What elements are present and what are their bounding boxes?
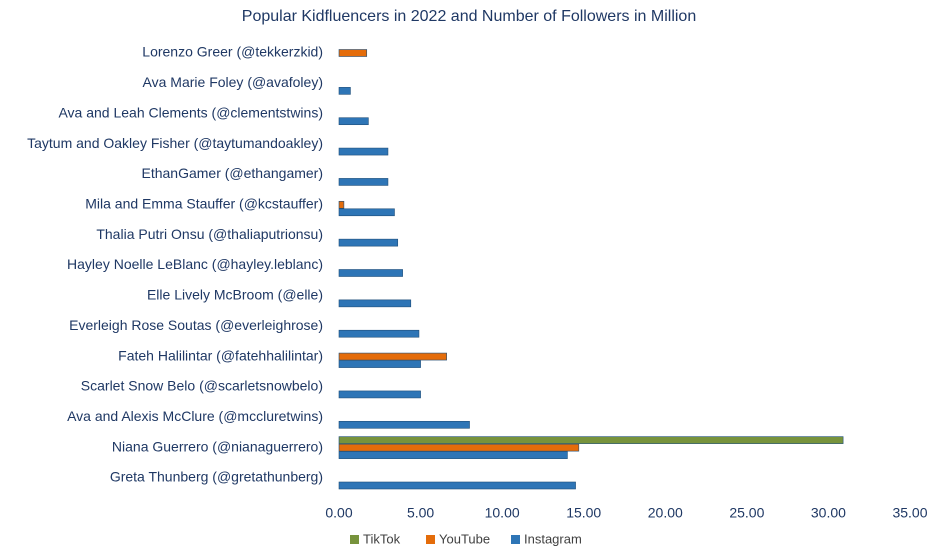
y-tick-label: Scarlet Snow Belo (@scarletsnowbelo) xyxy=(81,378,323,394)
bar xyxy=(338,443,580,452)
y-tick-label: Thalia Putri Onsu (@thaliaputrionsu) xyxy=(96,226,323,242)
x-tick-label: 20.00 xyxy=(648,505,683,521)
y-tick-label: Ava and Alexis McClure (@mccluretwins) xyxy=(67,408,323,424)
x-tick-label: 0.00 xyxy=(325,505,352,521)
chart-title: Popular Kidfluencers in 2022 and Number … xyxy=(242,8,696,25)
bar xyxy=(338,238,399,247)
bar xyxy=(338,178,389,186)
x-tick-label: 30.00 xyxy=(811,505,846,521)
legend-label: YouTube xyxy=(439,531,490,546)
y-tick-label: Ava and Leah Clements (@clementstwins) xyxy=(58,104,323,120)
bar xyxy=(338,390,421,399)
bar xyxy=(338,352,447,361)
y-tick-label: Lorenzo Greer (@tekkerzkid) xyxy=(142,44,323,60)
bar xyxy=(338,147,389,156)
x-tick-label: 15.00 xyxy=(566,505,601,521)
x-tick-label: 10.00 xyxy=(485,505,520,521)
y-tick-label: Elle Lively McBroom (@elle) xyxy=(147,287,323,303)
x-tick-label: 35.00 xyxy=(892,505,927,521)
bar xyxy=(338,329,420,338)
x-tick-label: 25.00 xyxy=(729,505,764,521)
bar xyxy=(338,436,844,444)
y-tick-label: Taytum and Oakley Fisher (@taytumandoakl… xyxy=(27,135,323,151)
bar xyxy=(338,49,368,57)
y-tick-label: EthanGamer (@ethangamer) xyxy=(141,165,323,181)
legend-swatch xyxy=(350,535,359,544)
bar xyxy=(338,299,412,308)
legend-swatch xyxy=(426,535,435,544)
y-tick-label: Greta Thunberg (@gretathunberg) xyxy=(110,469,323,485)
bar xyxy=(338,481,576,490)
x-tick-label: 5.00 xyxy=(407,505,434,521)
bar xyxy=(338,360,421,368)
y-tick-label: Ava Marie Foley (@avafoley) xyxy=(143,74,323,90)
y-tick-label: Fateh Halilintar (@fatehhalilintar) xyxy=(118,347,323,363)
bar xyxy=(338,269,403,277)
y-tick-label: Hayley Noelle LeBlanc (@hayley.leblanc) xyxy=(67,256,323,272)
y-tick-label: Niana Guerrero (@nianaguerrero) xyxy=(112,438,323,454)
bar xyxy=(338,200,345,209)
legend-label: Instagram xyxy=(524,531,582,546)
bar xyxy=(338,117,369,126)
legend-swatch xyxy=(511,535,520,544)
bar xyxy=(338,451,568,459)
bar xyxy=(338,420,470,429)
legend-label: TikTok xyxy=(363,531,401,546)
bar xyxy=(338,87,351,95)
y-tick-label: Everleigh Rose Soutas (@everleighrose) xyxy=(69,317,323,333)
bar xyxy=(338,208,395,217)
y-tick-label: Mila and Emma Stauffer (@kcstauffer) xyxy=(85,195,323,211)
